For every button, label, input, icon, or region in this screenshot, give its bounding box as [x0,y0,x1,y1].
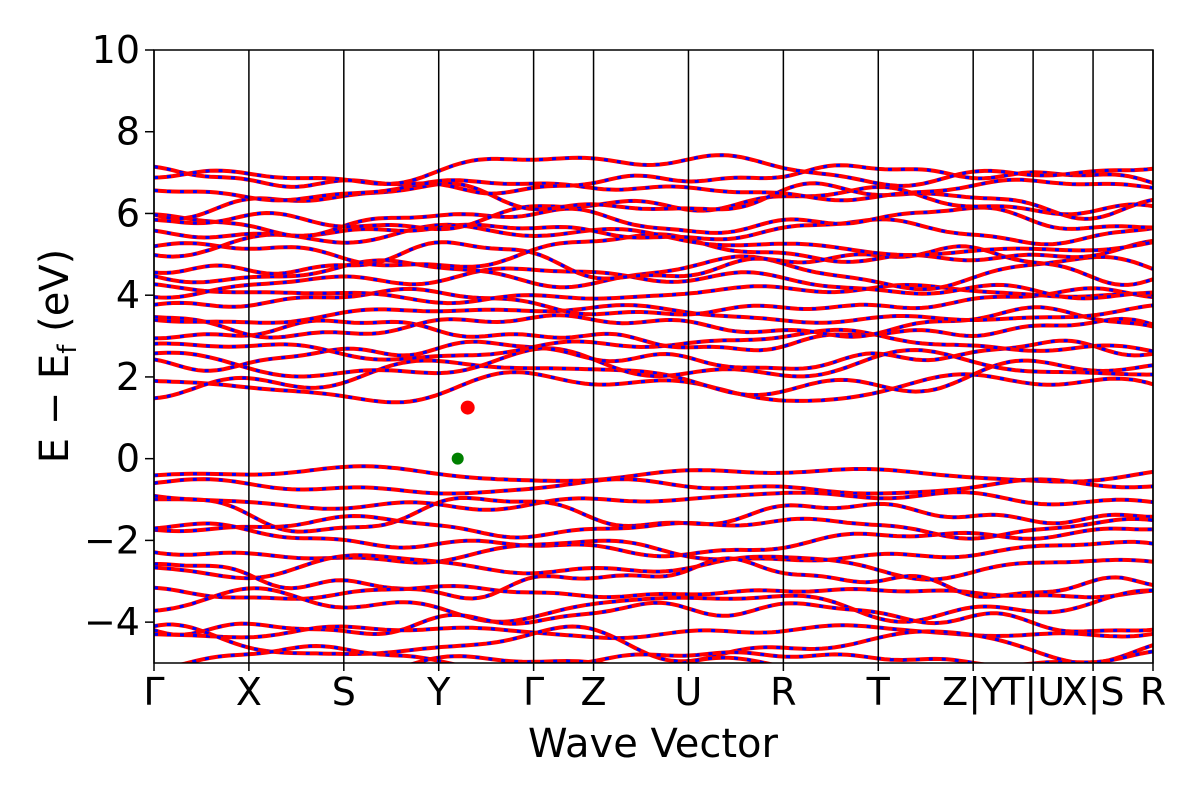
band-spin-up [154,177,1153,203]
band-spin-up [154,163,1153,196]
band-spin-down [154,623,1153,663]
band-spin-up [154,513,1153,541]
y-tick-label: −4 [84,600,140,644]
band-spin-down [154,494,1153,534]
band-spin-up [154,266,1153,301]
x-tick-label: Z|Y [942,670,1005,715]
y-tick-label: 2 [116,355,140,399]
x-tick-label: S [332,670,356,714]
band-spin-down [154,303,1153,325]
band-spin-down [154,206,1153,238]
band-spin-down [154,464,1153,484]
x-tick-label: X|S [1062,670,1125,715]
band-spin-up [154,370,1153,405]
x-tick-label: T [866,670,891,714]
y-axis-title-unit: (eV) [32,249,78,345]
band-spin-down [154,346,1153,378]
cbm-marker [460,400,475,415]
x-tick-label: R [1140,670,1166,714]
y-tick-label: 6 [116,191,140,235]
y-tick-label: 10 [92,28,140,72]
x-tick-label: U [675,670,703,714]
band-spin-up [154,464,1153,484]
band-spin-down [154,477,1153,495]
x-axis-ticks: Γ X S Y Γ Z U R T Z|YT|UX|S R [143,663,1166,715]
x-axis-title: Wave Vector [528,721,779,767]
y-axis-title-sub: f [53,344,83,354]
band-spin-up [154,153,1153,188]
band-spin-down [154,601,1153,637]
band-spin-down [154,584,1153,601]
y-axis-ticks: −4 −2 0 2 4 6 8 10 [84,28,154,644]
band-spin-down [154,556,1153,601]
y-tick-label: 4 [116,273,140,317]
band-spin-up [154,490,1153,512]
band-spin-up [154,521,1153,559]
band-spin-down [154,339,1153,373]
band-lines [154,153,1153,663]
band-spin-down [154,223,1153,259]
x-tick-label: X [236,670,262,714]
band-spin-up [154,327,1153,362]
band-edge-markers [451,400,475,465]
x-tick-label: Z [581,670,607,714]
y-axis-title-main: E − E [32,354,78,464]
band-spin-down [154,358,1153,400]
band-spin-down [154,181,1153,221]
y-tick-label: 8 [116,110,140,154]
x-tick-label: Γ [143,670,164,714]
band-spin-up [154,316,1153,353]
band-spin-down [154,490,1153,512]
band-spin-up [154,184,1153,232]
x-tick-label: Y [426,670,451,714]
y-tick-label: −2 [84,518,140,562]
vbm-marker [451,452,464,465]
y-tick-label: 0 [116,437,140,481]
band-spin-up [154,282,1153,306]
band-spin-up [178,643,1153,663]
band-spin-down [154,305,1153,340]
high-symmetry-lines [153,50,1154,663]
band-spin-down [154,254,1153,291]
band-spin-up [154,538,1153,565]
band-spin-down [154,586,1153,624]
band-spin-up [154,477,1153,496]
y-axis-title: E − Ef (eV) [32,249,83,464]
x-tick-label: R [770,670,796,714]
band-spin-down [154,553,1153,582]
x-tick-label: Γ [523,670,544,714]
plot-frame [153,49,1154,664]
band-spin-down [154,282,1153,305]
x-tick-label: T|U [1000,670,1065,715]
band-spin-up [154,286,1153,317]
